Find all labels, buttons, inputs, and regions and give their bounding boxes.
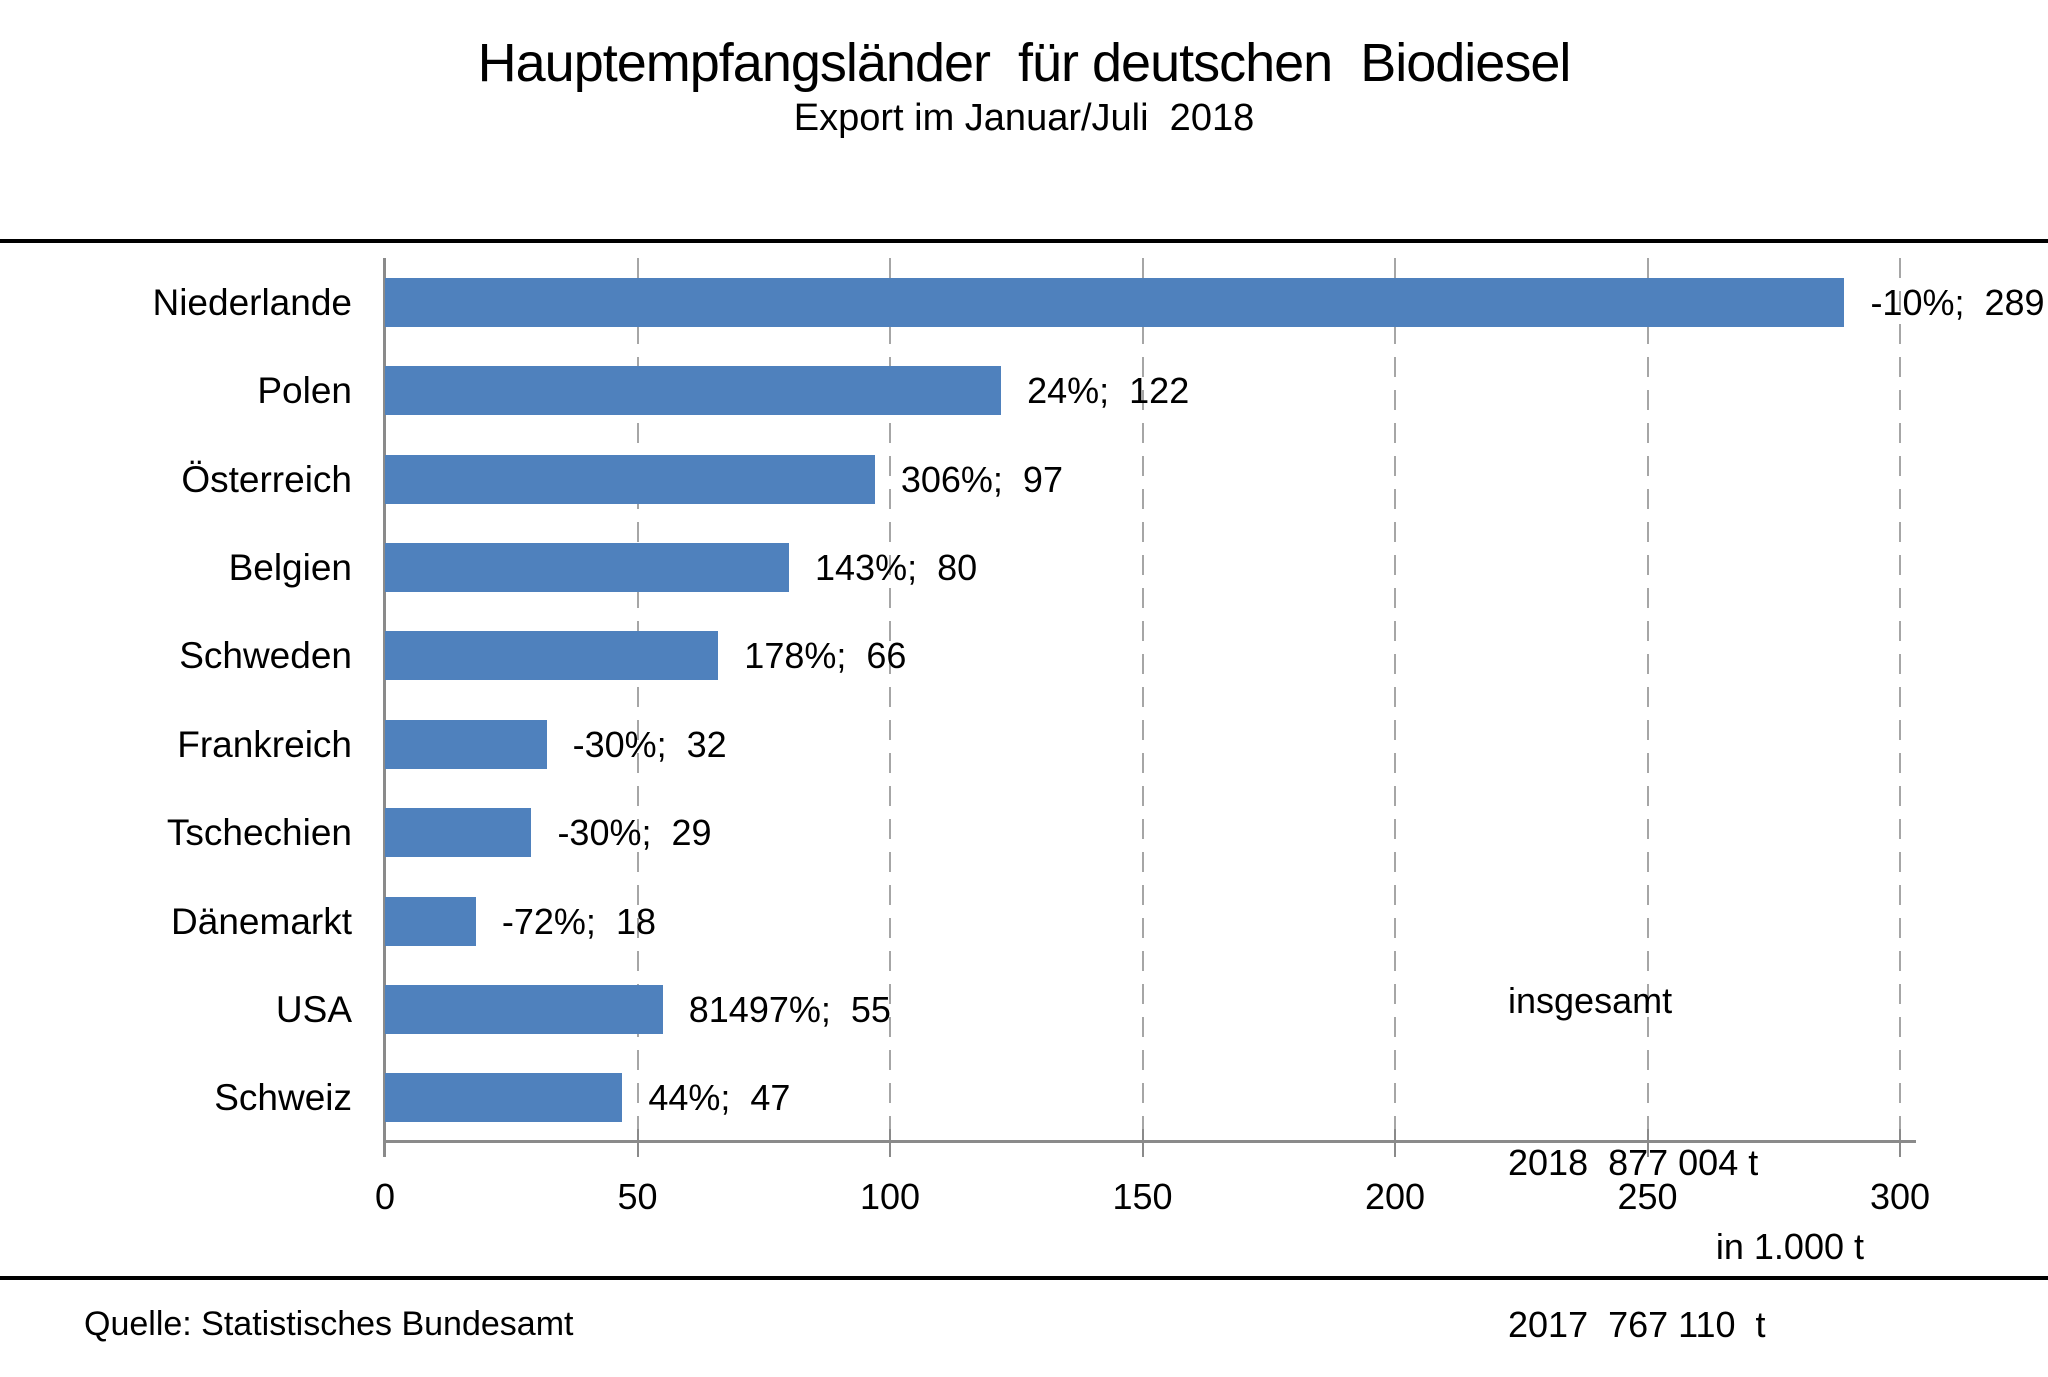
bar-USA [385, 984, 663, 1034]
x-tick-label-150: 150 [1112, 1176, 1173, 1217]
gridline-150 [1141, 258, 1144, 1142]
gridline-100 [889, 258, 891, 1142]
value-label-Polen: 24%; 122 [1027, 370, 1190, 412]
x-tick-label-250: 250 [1617, 1176, 1678, 1217]
x-tick-label-200: 200 [1364, 1176, 1426, 1217]
category-label-Tschechien: Tschechien [166, 812, 352, 854]
x-tick-150 [1141, 1129, 1144, 1157]
bar-Österreich [385, 454, 875, 504]
y-axis-line [383, 258, 386, 1157]
value-label-Schweden: 178%; 66 [744, 635, 907, 677]
bar-Schweiz [385, 1073, 623, 1123]
totals-annotation-2017: 2017 767 110 t [1508, 1304, 1766, 1345]
category-label-Schweden: Schweden [179, 635, 352, 677]
category-label-USA: USA [275, 988, 352, 1030]
bar-Belgien [385, 542, 789, 592]
x-tick-200 [1394, 1129, 1396, 1157]
bar-Tschechien [385, 808, 532, 858]
gridline-250 [1646, 258, 1649, 1142]
x-tick-100 [889, 1129, 891, 1157]
source-note: Quelle: Statistisches Bundesamt [84, 1305, 574, 1343]
value-label-USA: 81497%; 55 [688, 988, 891, 1030]
bar-Polen [385, 366, 1002, 416]
x-axis-line [383, 1140, 1916, 1143]
value-label-Schweiz: 44%; 47 [648, 1077, 791, 1119]
top-divider-rule [0, 239, 2048, 243]
category-label-Niederlande: Niederlande [152, 281, 352, 323]
x-tick-label-300: 300 [1869, 1176, 1931, 1217]
totals-annotation-2018: 2018 877 004 t [1508, 1142, 1759, 1183]
gridline-300 [1899, 258, 1901, 1142]
x-tick-300 [1899, 1129, 1901, 1157]
bar-Frankreich [385, 719, 547, 769]
value-label-Frankreich: -30%; 32 [572, 723, 727, 765]
x-axis-unit-label: in 1.000 t [1715, 1226, 1864, 1267]
x-tick-label-50: 50 [617, 1176, 658, 1217]
value-label-Niederlande: -10%; 289 [1870, 281, 2045, 323]
x-tick-250 [1646, 1129, 1649, 1157]
value-label-Österreich: 306%; 97 [900, 458, 1063, 500]
x-tick-50 [636, 1129, 639, 1157]
value-label-Tschechien: -30%; 29 [557, 812, 712, 854]
chart-title: Hauptempfangsländer für deutschen Biodie… [477, 33, 1572, 93]
category-label-Dänemarkt: Dänemarkt [171, 900, 352, 942]
bar-Schweden [385, 631, 719, 681]
bottom-divider-rule [0, 1276, 2048, 1280]
totals-annotation: insgesamt 2018 877 004 t 2017 767 110 t [1508, 866, 1766, 1377]
gridline-50 [636, 258, 639, 1142]
bar-Niederlande [385, 277, 1845, 327]
chart-subtitle: Export im Januar/Juli 2018 [793, 97, 1255, 139]
category-label-Frankreich: Frankreich [177, 723, 352, 765]
category-label-Österreich: Österreich [181, 458, 352, 500]
category-label-Polen: Polen [257, 370, 352, 412]
bar-Dänemarkt [385, 896, 476, 946]
gridline-200 [1394, 258, 1396, 1142]
value-label-Belgien: 143%; 80 [815, 546, 978, 588]
x-tick-label-100: 100 [859, 1176, 921, 1217]
category-label-Belgien: Belgien [228, 546, 352, 588]
totals-annotation-title: insgesamt [1508, 980, 1673, 1021]
x-tick-label-0: 0 [374, 1176, 396, 1217]
value-label-Dänemarkt: -72%; 18 [501, 900, 656, 942]
category-label-Schweiz: Schweiz [214, 1077, 352, 1119]
